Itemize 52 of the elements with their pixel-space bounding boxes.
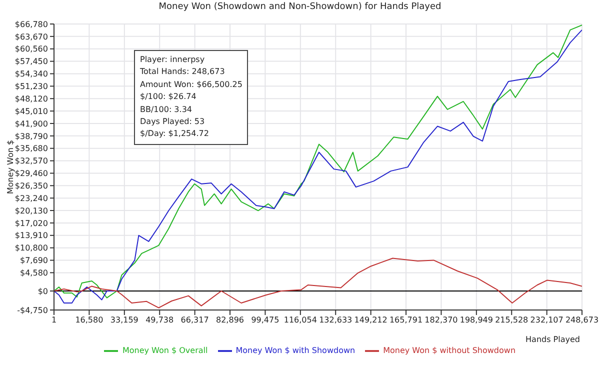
legend-label: Money Won $ without Showdown: [383, 346, 516, 356]
y-tick-label: $0: [38, 286, 48, 296]
y-tick-label: $45,010: [14, 106, 48, 116]
y-tick-label: $66,780: [14, 20, 48, 29]
x-tick-label: 1: [51, 316, 57, 325]
y-tick-label: $20,130: [14, 206, 48, 216]
legend-label: Money Won $ Overall: [122, 346, 208, 356]
x-tick-label: 16,580: [75, 316, 104, 325]
y-tick-label: $7,690: [20, 256, 48, 266]
annotation: BB/100: 3.34: [140, 104, 193, 116]
x-tick-label: 132,633: [319, 316, 352, 325]
y-tick-label: $35,680: [14, 144, 48, 154]
x-tick-label: 99,475: [251, 316, 280, 325]
y-tick-label: $60,560: [14, 44, 48, 54]
x-tick-label: 82,896: [216, 316, 244, 325]
y-tick-label: $48,120: [14, 94, 48, 104]
x-tick-label: 49,738: [146, 316, 174, 325]
annotation: $/Day: $1,254.72: [140, 128, 210, 140]
y-tick-label: $23,240: [14, 194, 48, 203]
y-tick-label: $63,670: [14, 32, 48, 42]
y-tick-label: $13,910: [14, 231, 48, 240]
y-tick-label: $57,450: [14, 57, 48, 66]
annotation: Player: innerpsy: [140, 54, 206, 66]
x-axis-title: Hands Played: [526, 335, 580, 344]
x-tick-label: 232,107: [530, 316, 564, 325]
chart-title: Money Won (Showdown and Non-Showdown) for Hands Played: [158, 2, 442, 12]
y-tick-label: -$4,750: [17, 306, 48, 315]
annotation: Amount Won: $66,500.25: [140, 78, 242, 91]
x-tick-label: 33,159: [110, 316, 138, 325]
x-tick-label: 149,212: [354, 316, 388, 325]
y-tick-label: $51,230: [14, 82, 48, 92]
y-tick-label: $29,460: [14, 169, 48, 178]
annotation: Total Hands: 248,673: [140, 66, 226, 78]
x-tick-label: 215,528: [495, 316, 528, 325]
y-tick-label: $32,570: [14, 156, 48, 166]
x-tick-label: 116,054: [284, 316, 317, 325]
y-tick-label: $17,020: [14, 218, 48, 228]
y-axis-title: Money Won $: [6, 140, 15, 194]
y-tick-label: $54,340: [14, 70, 48, 79]
annotation: Days Played: 53: [140, 116, 206, 128]
y-tick-label: $4,580: [20, 268, 48, 278]
y-tick-label: $38,790: [14, 132, 48, 141]
x-tick-label: 248,673: [565, 316, 599, 325]
legend-label: Money Won $ with Showdown: [236, 346, 356, 356]
y-tick-label: $41,900: [14, 119, 48, 128]
x-tick-label: 198,949: [460, 316, 493, 325]
x-tick-label: 182,370: [424, 316, 458, 325]
annotation: $/100: $26.74: [140, 91, 198, 104]
x-tick-label: 165,791: [389, 316, 423, 325]
y-tick-label: $26,350: [14, 181, 48, 190]
y-tick-label: $10,800: [14, 244, 48, 253]
x-tick-label: 66,317: [180, 316, 209, 325]
